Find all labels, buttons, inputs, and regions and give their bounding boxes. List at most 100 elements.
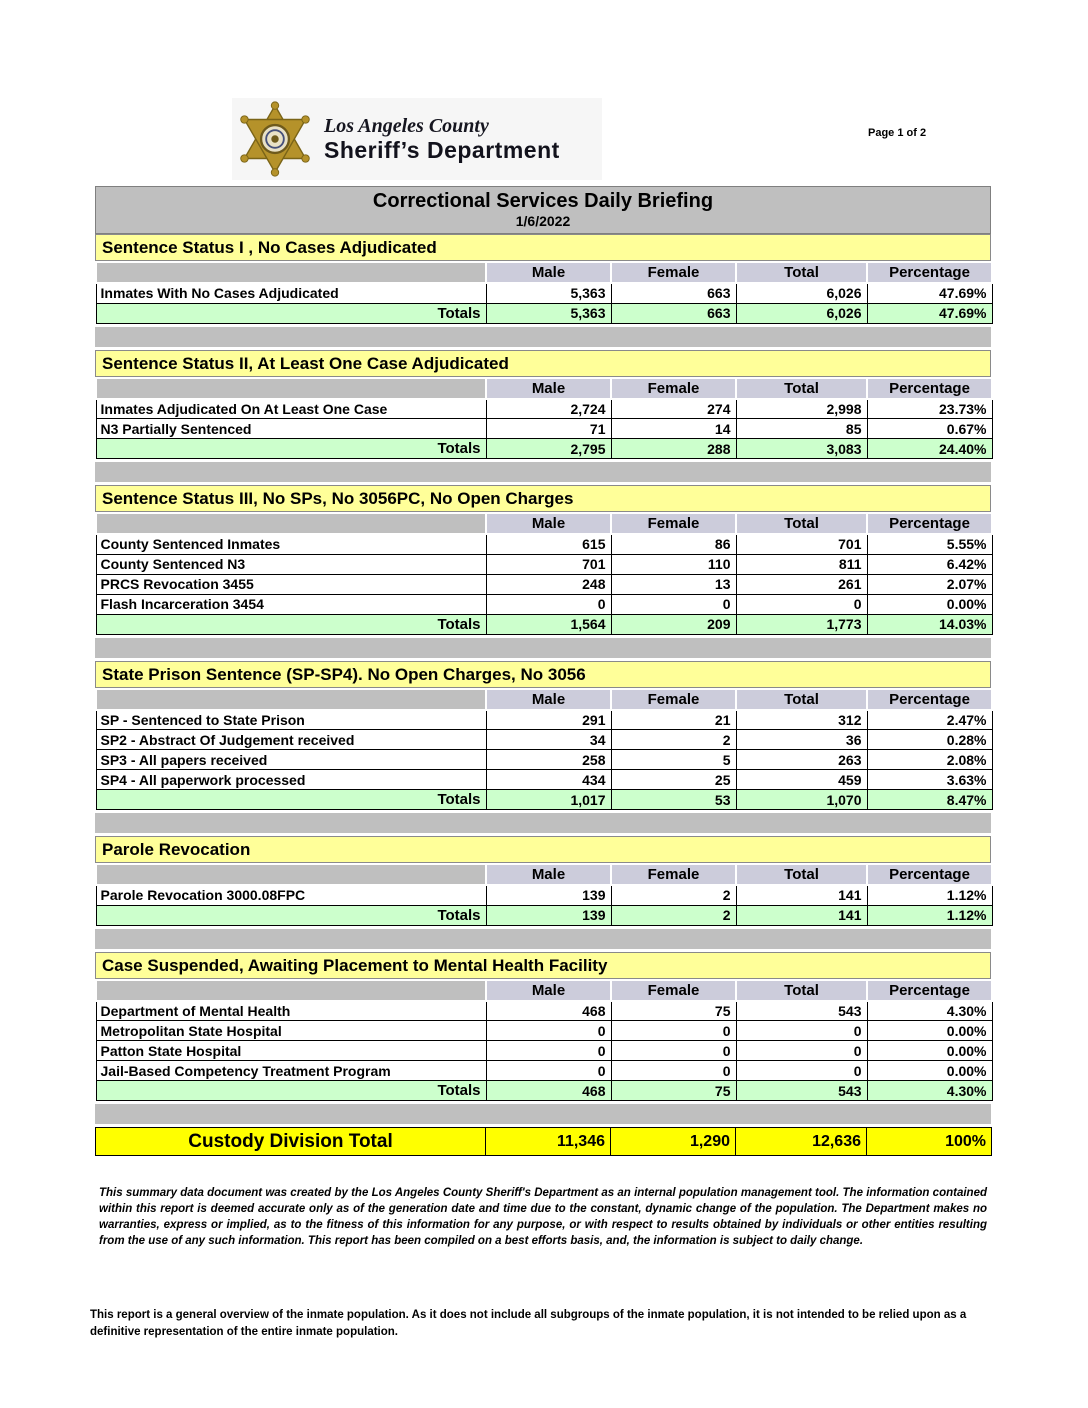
totals-total: 141: [735, 904, 868, 926]
cell-female: 14: [610, 418, 737, 439]
totals-female: 53: [610, 789, 737, 810]
cell-total: 0: [735, 1040, 868, 1061]
column-header-percentage: Percentage: [866, 261, 993, 284]
column-header-male: Male: [485, 376, 612, 400]
column-header-male: Male: [485, 261, 612, 284]
data-row: County Sentenced N3 701 110 811 6.42%: [95, 553, 993, 575]
totals-percentage: 14.03%: [866, 613, 993, 635]
totals-male: 1,564: [485, 613, 612, 635]
section-table: Male Female Total Percentage SP - Sentenced …: [95, 687, 993, 810]
cell-total: 2,998: [735, 398, 868, 419]
cell-female: 2: [610, 729, 737, 750]
column-header-male: Male: [485, 687, 612, 711]
data-row: PRCS Revocation 3455 248 13 261 2.07%: [95, 573, 993, 595]
cell-percentage: 6.42%: [866, 553, 993, 575]
totals-label: Totals: [95, 438, 487, 459]
section-title: Case Suspended, Awaiting Placement to Me…: [95, 951, 991, 979]
column-header-percentage: Percentage: [866, 512, 993, 535]
cell-percentage: 0.67%: [866, 418, 993, 439]
sections: Sentence Status I , No Cases Adjudicated…: [95, 234, 993, 1124]
totals-total: 6,026: [735, 302, 868, 324]
cell-total: 263: [735, 749, 868, 770]
row-label: Parole Revocation 3000.08FPC: [95, 884, 487, 906]
sheriff-star-icon: [240, 101, 310, 177]
cell-male: 0: [485, 1040, 612, 1061]
row-label: Flash Incarceration 3454: [95, 593, 487, 615]
report-section: Case Suspended, Awaiting Placement to Me…: [95, 951, 993, 1124]
grand-total-male: 11,346: [485, 1127, 611, 1156]
column-header-male: Male: [485, 863, 612, 886]
grand-total-label: Custody Division Total: [95, 1127, 486, 1156]
row-label: Department of Mental Health: [95, 1000, 487, 1021]
cell-percentage: 23.73%: [866, 398, 993, 419]
row-label: PRCS Revocation 3455: [95, 573, 487, 595]
report-section: Parole Revocation Male Female Total Percenta…: [95, 836, 993, 949]
totals-row: Totals 2,795 288 3,083 24.40%: [95, 438, 993, 459]
report-section: Sentence Status II, At Least One Case Ad…: [95, 349, 993, 482]
column-header-total: Total: [735, 687, 868, 711]
totals-male: 468: [485, 1080, 612, 1101]
cell-female: 274: [610, 398, 737, 419]
report-date: 1/6/2022: [515, 213, 571, 229]
page-number: Page 1 of 2: [868, 127, 927, 139]
cell-percentage: 47.69%: [866, 282, 993, 304]
cell-male: 291: [485, 709, 612, 730]
cell-total: 261: [735, 573, 868, 595]
cell-female: 0: [610, 1040, 737, 1061]
data-row: SP3 - All papers received 258 5 263 2.08%: [95, 749, 993, 770]
data-row: Flash Incarceration 3454 0 0 0 0.00%: [95, 593, 993, 615]
cell-percentage: 1.12%: [866, 884, 993, 906]
column-header-spacer: [95, 376, 487, 400]
totals-row: Totals 139 2 141 1.12%: [95, 904, 993, 926]
totals-male: 1,017: [485, 789, 612, 810]
cell-percentage: 2.47%: [866, 709, 993, 730]
agency-department-text: Sheriff’s Department: [324, 136, 560, 163]
totals-row: Totals 1,564 209 1,773 14.03%: [95, 613, 993, 635]
section-title: Sentence Status I , No Cases Adjudicated: [95, 234, 991, 261]
section-spacer: [95, 462, 991, 482]
totals-percentage: 24.40%: [866, 438, 993, 459]
cell-percentage: 4.30%: [866, 1000, 993, 1021]
cell-percentage: 2.08%: [866, 749, 993, 770]
cell-female: 13: [610, 573, 737, 595]
column-header-total: Total: [735, 863, 868, 886]
cell-female: 75: [610, 1000, 737, 1021]
row-label: SP - Sentenced to State Prison: [95, 709, 487, 730]
row-label: Metropolitan State Hospital: [95, 1020, 487, 1041]
column-header-female: Female: [610, 978, 737, 1002]
column-header-female: Female: [610, 512, 737, 535]
section-title: Sentence Status II, At Least One Case Ad…: [95, 349, 991, 377]
column-header-spacer: [95, 978, 487, 1002]
column-header-spacer: [95, 512, 487, 535]
totals-label: Totals: [95, 789, 487, 810]
cell-percentage: 0.00%: [866, 1020, 993, 1041]
cell-male: 34: [485, 729, 612, 750]
column-header-percentage: Percentage: [866, 863, 993, 886]
data-row: Inmates Adjudicated On At Least One Case…: [95, 398, 993, 419]
report-title: Correctional Services Daily Briefing: [372, 190, 714, 212]
grand-total-total: 12,636: [735, 1127, 867, 1156]
cell-total: 141: [735, 884, 868, 906]
cell-female: 21: [610, 709, 737, 730]
cell-percentage: 0.28%: [866, 729, 993, 750]
cell-total: 36: [735, 729, 868, 750]
grand-total-percentage: 100%: [866, 1127, 992, 1156]
cell-female: 663: [610, 282, 737, 304]
section-table: Male Female Total Percentage Parole Revocati…: [95, 863, 993, 926]
section-spacer: [95, 928, 991, 949]
data-row: Jail-Based Competency Treatment Program 0…: [95, 1060, 993, 1081]
cell-total: 0: [735, 1020, 868, 1041]
column-header-row: Male Female Total Percentage: [95, 261, 993, 284]
cell-male: 0: [485, 593, 612, 615]
column-header-row: Male Female Total Percentage: [95, 512, 993, 535]
data-row: Inmates With No Cases Adjudicated 5,363 66…: [95, 282, 993, 304]
grand-total-row: Custody Division Total 11,346 1,290 12,636 1…: [95, 1127, 992, 1156]
data-row: Department of Mental Health 468 75 543 4.30%: [95, 1000, 993, 1021]
cell-male: 468: [485, 1000, 612, 1021]
totals-label: Totals: [95, 302, 487, 324]
column-header-percentage: Percentage: [866, 687, 993, 711]
section-spacer: [95, 1104, 991, 1124]
column-header-female: Female: [610, 376, 737, 400]
report-section: State Prison Sentence (SP-SP4). No Open …: [95, 660, 993, 833]
